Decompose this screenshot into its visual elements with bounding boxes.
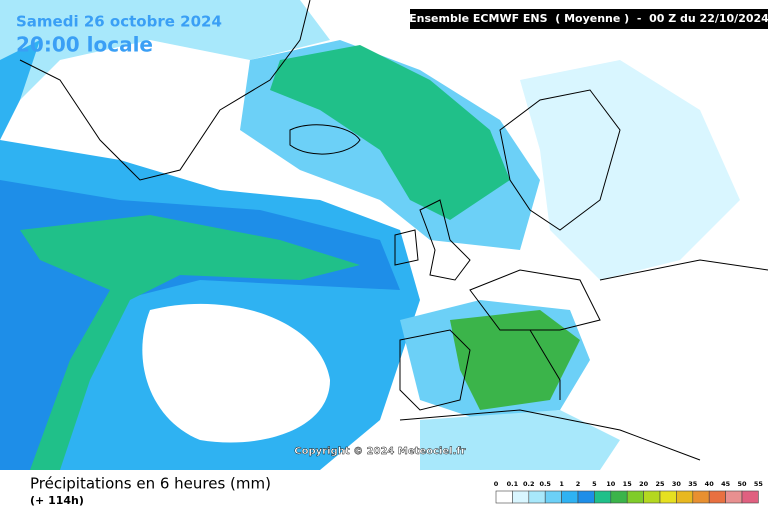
legend-swatch <box>561 490 579 504</box>
legend-swatch <box>692 490 710 504</box>
footer-title: Précipitations en 6 heures (mm) <box>30 475 271 493</box>
legend-label: 1 <box>559 480 564 488</box>
legend-swatch <box>741 490 759 504</box>
legend-swatch <box>708 490 726 504</box>
date-label: Samedi 26 octobre 2024 <box>16 13 222 31</box>
legend-swatch <box>495 490 513 504</box>
legend-label: 55 <box>754 480 764 488</box>
legend-label: 45 <box>721 480 731 488</box>
legend-swatch <box>610 490 628 504</box>
coastlines <box>19 0 768 461</box>
legend-label: 0 <box>494 480 499 488</box>
legend-swatch <box>725 490 743 504</box>
legend-label: 5 <box>592 480 597 488</box>
legend-label: 10 <box>606 480 616 488</box>
legend-label: 50 <box>737 480 747 488</box>
model-banner <box>410 9 768 29</box>
legend-swatch <box>512 490 530 504</box>
legend-label: 0.1 <box>507 480 519 488</box>
legend-swatch <box>626 490 644 504</box>
legend-label: 15 <box>623 480 633 488</box>
legend-label: 40 <box>705 480 715 488</box>
legend-swatch <box>528 490 546 504</box>
legend-swatch <box>594 490 612 504</box>
legend-swatch <box>659 490 677 504</box>
legend-label: 20 <box>639 480 649 488</box>
footer-lead: (+ 114h) <box>30 494 84 507</box>
legend: 0 0.1 0.2 0.5 1 2 5 10 15 20 25 30 35 40 45 50 55 <box>494 480 764 504</box>
legend-label: 0.2 <box>523 480 535 488</box>
copyright: Copyright © 2024 Meteociel.fr <box>294 446 465 457</box>
legend-label: 0.5 <box>539 480 551 488</box>
legend-swatch <box>577 490 595 504</box>
legend-label: 2 <box>576 480 581 488</box>
model-label: Ensemble ECMWF ENS ( Moyenne ) - 00 Z du… <box>409 12 768 25</box>
legend-label: 30 <box>672 480 682 488</box>
legend-label: 35 <box>688 480 698 488</box>
legend-swatch <box>643 490 661 504</box>
legend-label: 25 <box>655 480 665 488</box>
legend-swatch <box>544 490 562 504</box>
time-label: 20:00 locale <box>16 33 153 57</box>
legend-swatch <box>676 490 694 504</box>
